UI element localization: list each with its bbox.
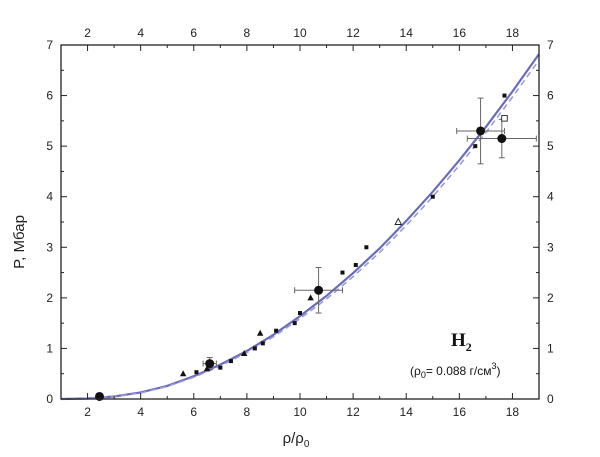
density-note: (ρ0= 0.088 г/см3) bbox=[410, 361, 501, 380]
square-marker bbox=[228, 359, 233, 364]
x-tick-label: 6 bbox=[190, 405, 197, 419]
data-point bbox=[501, 115, 508, 122]
triangle-marker bbox=[241, 349, 248, 356]
y-tick-label-right: 2 bbox=[547, 291, 554, 305]
data-point bbox=[218, 365, 223, 370]
data-point bbox=[203, 365, 211, 372]
x-tick-label: 12 bbox=[346, 405, 360, 419]
x-tick-label: 2 bbox=[84, 405, 91, 419]
y-tick-label: 1 bbox=[46, 341, 53, 355]
data-point bbox=[473, 144, 478, 149]
data-point bbox=[456, 97, 505, 165]
x-tick-label-top: 2 bbox=[84, 26, 91, 40]
x-tick-label-top: 12 bbox=[346, 26, 360, 40]
circle-marker bbox=[314, 285, 324, 295]
square-marker bbox=[364, 245, 369, 250]
square-marker bbox=[502, 93, 507, 98]
y-tick-label: 0 bbox=[46, 392, 53, 406]
y-tick-label-right: 7 bbox=[547, 38, 554, 52]
data-point bbox=[307, 294, 314, 301]
y-axis-label: P, Мбар bbox=[11, 215, 28, 269]
circle-marker bbox=[205, 359, 215, 369]
y-tick-label-right: 4 bbox=[547, 190, 554, 204]
square-marker bbox=[194, 370, 199, 375]
square-marker bbox=[340, 270, 345, 275]
data-point bbox=[274, 328, 279, 333]
square-marker bbox=[292, 321, 297, 326]
formula-label: H2 bbox=[451, 330, 472, 354]
data-point bbox=[179, 370, 187, 377]
data-point bbox=[252, 346, 257, 351]
x-tick-label: 16 bbox=[453, 405, 467, 419]
x-tick-label-top: 10 bbox=[293, 26, 307, 40]
square-marker bbox=[218, 365, 223, 370]
data-point bbox=[260, 341, 265, 346]
data-point bbox=[502, 93, 507, 98]
data-point bbox=[298, 311, 302, 316]
dashed-curve bbox=[60, 59, 540, 400]
triangle-marker bbox=[256, 329, 264, 336]
x-tick-label: 18 bbox=[506, 405, 520, 419]
triangle-marker bbox=[203, 365, 211, 372]
data-point bbox=[364, 245, 369, 250]
y-tick-label: 6 bbox=[46, 89, 53, 103]
circle-marker bbox=[476, 126, 486, 136]
data-points bbox=[95, 93, 537, 401]
x-tick-label: 14 bbox=[400, 405, 414, 419]
square-marker bbox=[260, 341, 265, 346]
open-square-marker bbox=[501, 115, 508, 122]
open-triangle-marker bbox=[394, 217, 403, 225]
x-tick-label: 8 bbox=[244, 405, 251, 419]
y-tick-label-right: 6 bbox=[547, 89, 554, 103]
data-point bbox=[430, 194, 435, 199]
square-marker bbox=[430, 194, 435, 199]
y-tick-label-right: 1 bbox=[547, 341, 554, 355]
fit-curves bbox=[60, 53, 540, 401]
y-tick-label: 2 bbox=[46, 291, 53, 305]
data-point bbox=[466, 118, 537, 159]
triangle-marker bbox=[179, 370, 187, 377]
y-tick-label: 4 bbox=[46, 190, 53, 204]
data-point bbox=[340, 270, 345, 275]
square-marker bbox=[298, 311, 302, 316]
data-point bbox=[256, 329, 264, 336]
y-tick-label-right: 5 bbox=[547, 139, 554, 153]
data-point bbox=[353, 262, 358, 267]
data-point bbox=[294, 267, 343, 314]
square-marker bbox=[473, 144, 478, 149]
x-tick-label: 4 bbox=[137, 405, 144, 419]
data-point bbox=[292, 321, 297, 326]
y-tick-label-right: 0 bbox=[547, 392, 554, 406]
x-tick-label-top: 6 bbox=[190, 26, 197, 40]
triangle-marker bbox=[307, 294, 314, 301]
data-point bbox=[228, 359, 233, 364]
data-point bbox=[394, 217, 403, 225]
square-marker bbox=[252, 346, 257, 351]
y-tick-label: 7 bbox=[46, 38, 53, 52]
x-tick-label-top: 4 bbox=[137, 26, 144, 40]
data-point bbox=[202, 357, 217, 371]
circle-marker bbox=[497, 134, 507, 144]
x-tick-label-top: 16 bbox=[453, 26, 467, 40]
square-marker bbox=[353, 262, 358, 267]
x-tick-label-top: 18 bbox=[506, 26, 520, 40]
x-tick-label-top: 14 bbox=[400, 26, 414, 40]
x-tick-label: 10 bbox=[293, 405, 307, 419]
data-point bbox=[241, 349, 248, 356]
x-axis-label: ρ/ρ0 bbox=[283, 430, 310, 450]
y-tick-label: 5 bbox=[46, 139, 53, 153]
y-tick-label: 3 bbox=[46, 240, 53, 254]
square-marker bbox=[274, 328, 279, 333]
x-tick-label-top: 8 bbox=[244, 26, 251, 40]
data-point bbox=[194, 370, 199, 375]
y-tick-label-right: 3 bbox=[547, 240, 554, 254]
